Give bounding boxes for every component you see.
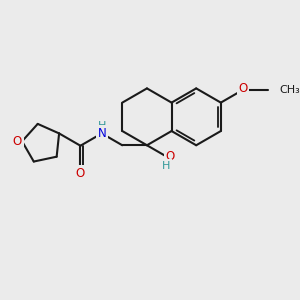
Text: O: O [166, 150, 175, 163]
Text: N: N [98, 127, 106, 140]
Text: O: O [13, 135, 22, 148]
Text: CH₃: CH₃ [279, 85, 300, 95]
Text: O: O [76, 167, 85, 180]
Text: O: O [238, 82, 247, 95]
Text: H: H [162, 161, 171, 171]
Text: H: H [98, 121, 106, 131]
